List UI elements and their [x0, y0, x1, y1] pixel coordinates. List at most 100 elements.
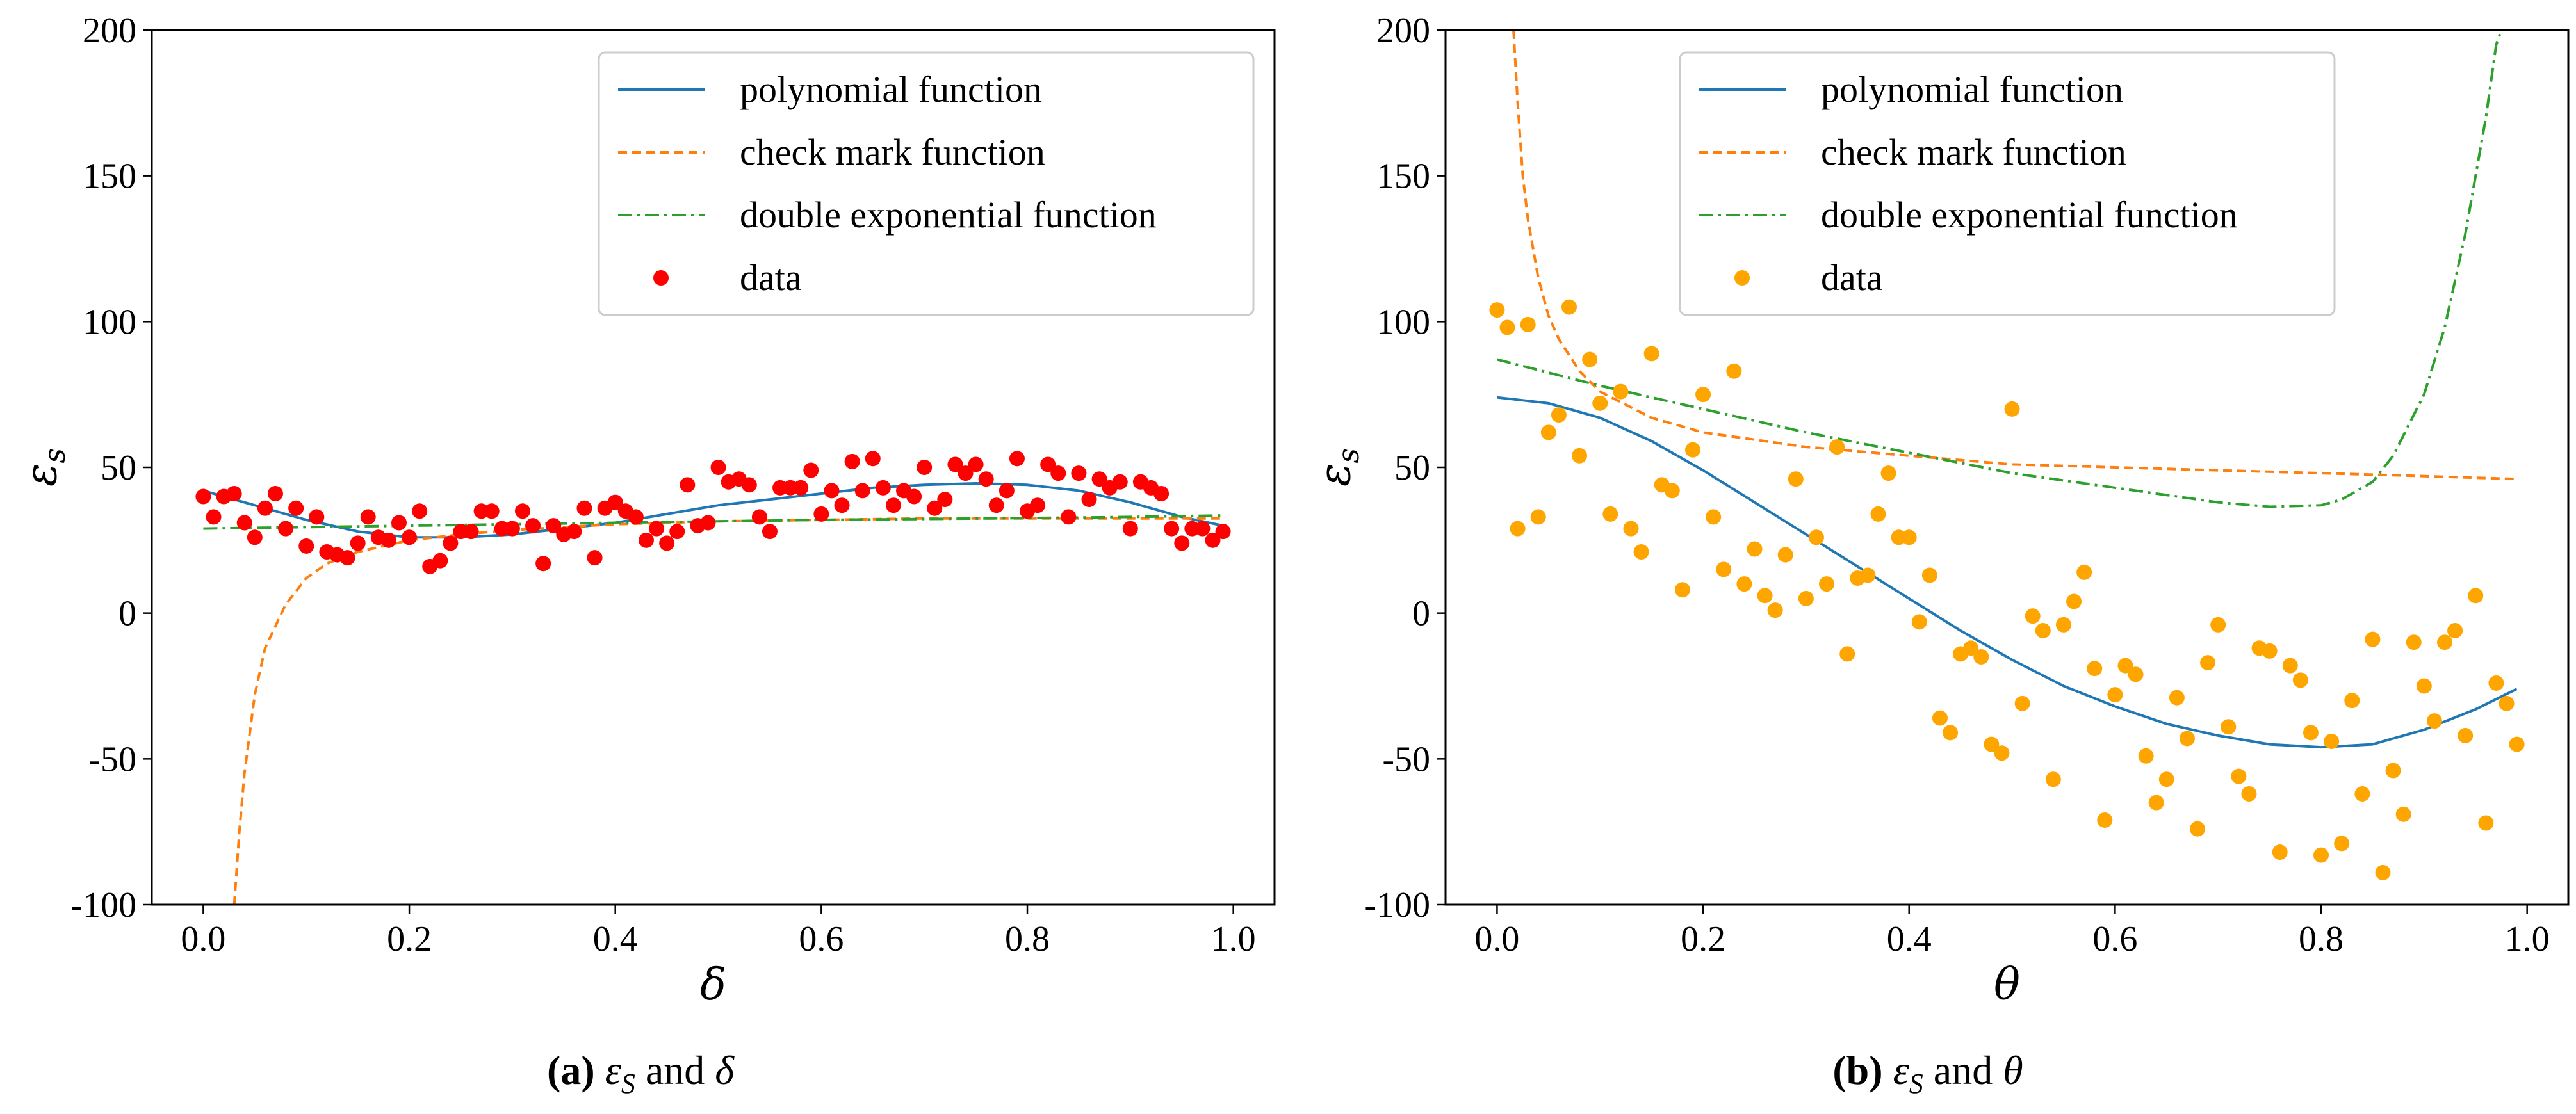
data-point [978, 471, 994, 487]
data-point [1757, 588, 1773, 604]
y-tick-label: 0 [118, 594, 136, 634]
x-tick-label: 0.0 [181, 919, 225, 959]
caption-b-sub: S [1909, 1067, 1923, 1099]
x-axis-label: θ [1994, 960, 2020, 1010]
caption-a-eps: ε [605, 1047, 621, 1093]
plot-area [195, 451, 1231, 905]
data-point [2087, 661, 2103, 677]
data-point [1623, 521, 1639, 537]
data-point [2292, 672, 2308, 688]
data-point [2221, 719, 2237, 735]
data-point [1540, 424, 1556, 440]
y-tick-label: 0 [1412, 594, 1430, 634]
data-point [2509, 736, 2525, 752]
data-point [1030, 497, 1046, 513]
data-point [2303, 725, 2319, 741]
data-point [309, 509, 325, 525]
panel-a-chart: 0.0 0.2 0.4 0.6 0.8 1.0 -100 -50 0 50 100 150 200 δ εs… [16, 11, 1276, 1010]
data-point [659, 535, 675, 551]
data-point [1071, 465, 1087, 481]
data-point [885, 497, 901, 513]
data-point [1613, 383, 1629, 400]
data-point [463, 524, 479, 540]
data-point [2076, 564, 2092, 580]
data-point [1736, 576, 1752, 592]
legend-label: polynomial function [740, 69, 1042, 110]
caption-a-sub: S [621, 1067, 635, 1099]
data-point [195, 488, 211, 505]
data-point [1695, 387, 1711, 403]
y-tick-label: 50 [101, 448, 136, 488]
data-point [525, 518, 541, 534]
y-tick-label: 100 [1376, 302, 1430, 342]
y-tick-label: 200 [1376, 11, 1430, 51]
data-point [484, 503, 500, 519]
legend-box [1679, 51, 2336, 316]
data-point [2354, 786, 2370, 802]
data-point [937, 492, 953, 508]
data-point [1911, 614, 1927, 630]
x-tick-label: 0.8 [2299, 919, 2344, 959]
data-point [1973, 649, 1989, 665]
data-point [2014, 695, 2030, 711]
x-tick-label: 0.6 [2092, 919, 2137, 959]
data-point [535, 556, 551, 572]
data-point [906, 488, 922, 505]
data-point [2066, 593, 2082, 609]
data-point [2148, 795, 2164, 811]
data-point [1205, 532, 1221, 548]
y-axis-label-sub: s [37, 448, 72, 464]
y-tick-label: 100 [83, 302, 136, 342]
data-point [1808, 529, 1824, 545]
x-tick-label: 0.8 [1005, 919, 1050, 959]
x-tick-label: 0.4 [1887, 919, 1932, 959]
data-point [2200, 655, 2216, 671]
data-point [432, 553, 448, 569]
data-point [226, 485, 242, 501]
data-point [2190, 821, 2206, 837]
data-point [999, 483, 1015, 499]
data-point [1489, 302, 1505, 318]
legend-label: polynomial function [1821, 69, 2123, 110]
data-point [607, 494, 623, 510]
x-axis-label: δ [700, 960, 726, 1010]
data-point [2395, 806, 2411, 822]
legend: polynomial function check mark function do… [598, 51, 1255, 316]
data-point [793, 480, 809, 496]
data-point [2210, 617, 2226, 633]
panel-b-chart: 0.0 0.2 0.4 0.6 0.8 1.0 -100 -50 0 50 100 150 200 θ εs… [1310, 11, 2570, 1010]
data-point [1674, 582, 1690, 598]
data-point [1633, 544, 1649, 560]
data-point [298, 538, 314, 554]
data-point [751, 509, 767, 525]
data-point [566, 524, 582, 540]
caption-a-var: δ [715, 1047, 734, 1093]
y-tick-label: 150 [83, 157, 136, 197]
data-point [834, 497, 850, 513]
data-point [2035, 622, 2051, 638]
data-point [1510, 521, 1526, 537]
data-point [1122, 521, 1138, 537]
check-mark-curve [1512, 30, 2517, 481]
data-point [2447, 622, 2463, 638]
data-point [2416, 678, 2432, 694]
data-point [350, 535, 366, 551]
data-point [339, 550, 355, 566]
data-point [1706, 509, 1722, 525]
caption-b-text: and [1923, 1047, 2003, 1093]
data-point [1860, 567, 1876, 583]
data-point [958, 465, 974, 481]
y-axis-label: εs [16, 448, 72, 487]
data-point [288, 500, 304, 516]
caption-b-eps: ε [1893, 1047, 1909, 1093]
legend-label: data [740, 257, 802, 298]
data-point [504, 521, 520, 537]
data-point [1582, 351, 1598, 367]
y-axis-label: εs [1310, 448, 1365, 487]
data-point [2468, 588, 2484, 604]
data-point [1839, 646, 1855, 662]
data-point [947, 456, 963, 472]
caption-b-var: θ [2003, 1047, 2023, 1093]
data-point [2313, 847, 2329, 863]
data-point [1009, 451, 1025, 467]
